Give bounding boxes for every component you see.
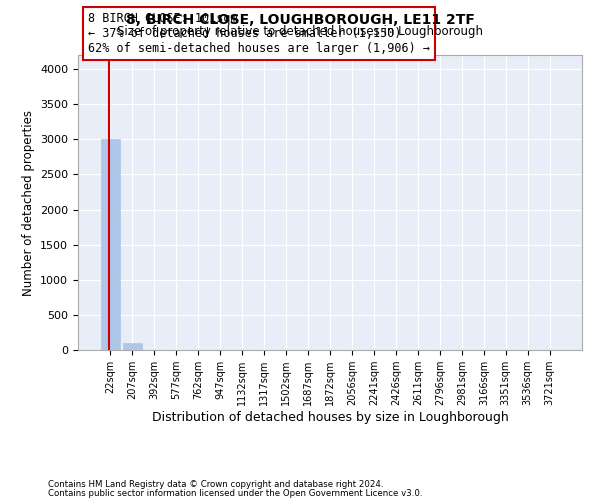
Bar: [123, 343, 142, 350]
X-axis label: Distribution of detached houses by size in Loughborough: Distribution of detached houses by size …: [152, 411, 508, 424]
Text: 8 BIRCH CLOSE: 101sqm
← 37% of detached houses are smaller (1,150)
62% of semi-d: 8 BIRCH CLOSE: 101sqm ← 37% of detached …: [88, 12, 430, 55]
Bar: [101, 140, 119, 350]
Text: Contains public sector information licensed under the Open Government Licence v3: Contains public sector information licen…: [48, 488, 422, 498]
Text: 8, BIRCH CLOSE, LOUGHBOROUGH, LE11 2TF: 8, BIRCH CLOSE, LOUGHBOROUGH, LE11 2TF: [125, 12, 475, 26]
Text: Contains HM Land Registry data © Crown copyright and database right 2024.: Contains HM Land Registry data © Crown c…: [48, 480, 383, 489]
Y-axis label: Number of detached properties: Number of detached properties: [22, 110, 35, 296]
Text: Size of property relative to detached houses in Loughborough: Size of property relative to detached ho…: [117, 25, 483, 38]
